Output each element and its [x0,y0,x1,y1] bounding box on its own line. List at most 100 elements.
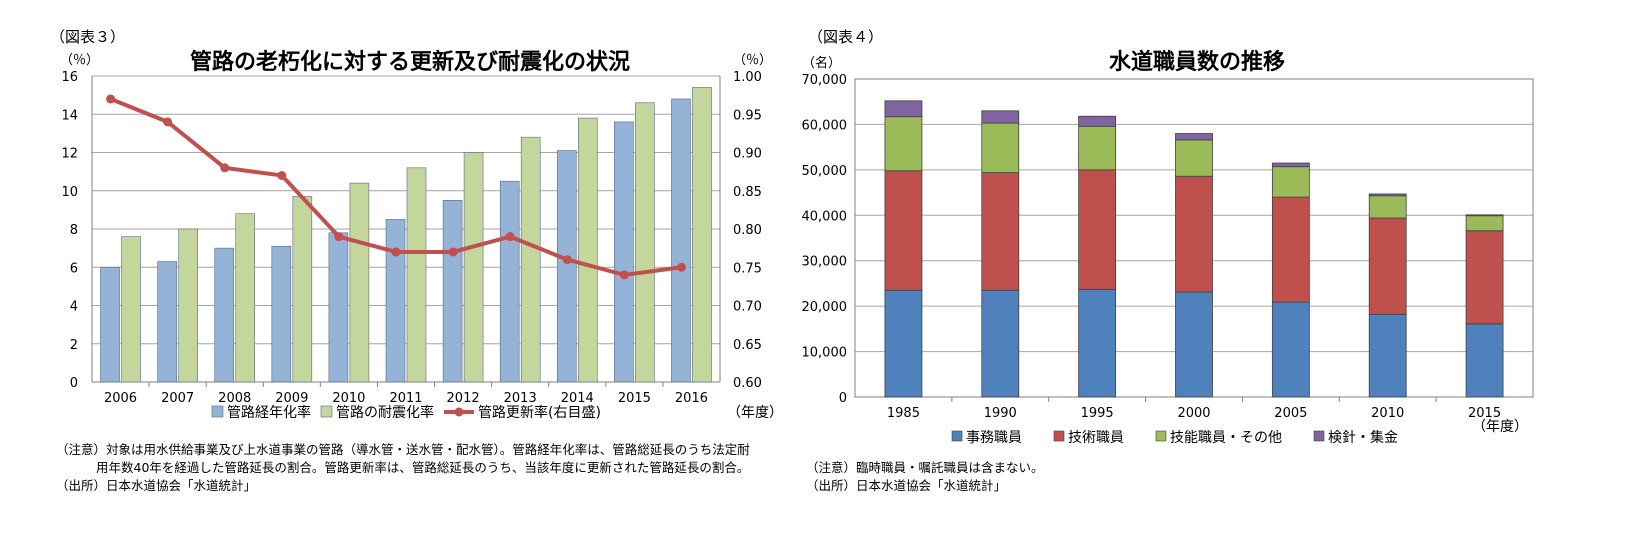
figure3-chart: 0 2 4 6 8 10 12 14 16 0.60 0.65 0.70 0.75 0.80 0.85 0.9… [60,53,783,421]
stacked-bar-segment [1368,313,1407,398]
stacked-bar-segment [1271,196,1310,303]
legend-swatch [1313,430,1325,442]
figure3-label: （図表３） [50,28,126,46]
bar-seismic-rate [635,102,655,383]
stacked-bar-segment [1078,115,1117,127]
line-point-renewal-rate [619,270,629,280]
bar-seismic-rate [406,167,427,383]
bar-aging-rate [556,150,577,383]
x-axis-tick-label: 2012 [447,391,480,406]
line-point-renewal-rate [106,94,116,104]
y-axis-tick-label: 10,000 [802,346,848,361]
y-axis-unit: （名） [802,55,841,71]
left-axis-tick-label: 12 [61,147,78,162]
legend-swatch [1155,430,1167,442]
figure4-label: （図表４） [808,28,884,46]
x-axis-tick-label: 2015 [618,391,651,406]
bar-aging-rate [157,261,177,383]
bar-aging-rate [614,121,634,383]
stacked-bar-segment [981,122,1020,173]
figure3-note-2: 用年数40年を経過した管路延長の割合。管路更新率は、管路総延長のうち、当該年度に… [96,460,750,475]
figure4-title: 水道職員数の推移 [1108,50,1285,75]
x-axis-tick-label: 1985 [887,406,920,421]
y-axis-tick-label: 40,000 [802,209,848,224]
figure4-source: （出所）日本水道協会「水道統計」 [806,478,1007,493]
figure4-note-1: （注意）臨時職員・嘱託職員は含まない。 [806,460,1044,475]
stacked-bar-segment [981,172,1020,291]
stacked-bar-segment [1175,291,1213,398]
stacked-bar-segment [1465,230,1504,325]
bar-aging-rate [499,180,520,383]
x-axis-tick-label: 2014 [561,391,594,406]
legend-swatch [320,405,333,418]
right-axis-tick-label: 0.80 [733,223,762,238]
legend-label: 事務職員 [966,430,1022,446]
stacked-bar-segment [1271,166,1310,198]
stacked-bar-segment [1175,175,1213,293]
stacked-bar-segment [1175,133,1213,141]
bar-aging-rate [328,232,349,383]
stacked-bar-segment [1271,301,1310,398]
y-axis-tick-label: 20,000 [802,300,848,315]
x-axis-tick-label: 2011 [389,391,422,406]
legend-swatch [1053,430,1065,442]
x-axis-tick-label: 2010 [332,391,365,406]
right-axis-tick-label: 0.85 [733,185,762,200]
y-axis-tick-label: 70,000 [802,73,848,88]
x-axis-unit: （年度） [727,405,783,421]
right-axis-tick-label: 0.60 [733,376,762,391]
legend-swatch [211,405,224,418]
legend-marker [454,407,464,417]
figure3-source: （出所）日本水道協会「水道統計」 [56,478,257,493]
stacked-bar-segment [884,289,923,398]
figure3-title: 管路の老朽化に対する更新及び耐震化の状況 [189,50,630,75]
legend-label: 管路の耐震化率 [336,404,434,421]
bar-seismic-rate [692,87,712,383]
left-axis-tick-label: 8 [70,223,78,238]
stacked-bar-segment [1368,193,1407,197]
y-axis-tick-label: 60,000 [802,118,848,133]
x-axis-tick-label: 2010 [1371,406,1404,421]
line-point-renewal-rate [505,232,515,242]
legend-label: 技能職員・その他 [1170,430,1282,446]
y-axis-tick-label: 50,000 [802,164,848,179]
figure3-panel: （図表３） 管路の老朽化に対する更新及び耐震化の状況 0 2 4 6 8 10 12 14 16… [0,0,812,552]
right-axis-tick-label: 1.00 [733,70,762,85]
right-axis-tick-label: 0.65 [733,338,762,353]
bar-aging-rate [100,266,120,383]
left-axis-tick-label: 0 [70,376,78,391]
bar-aging-rate [442,200,463,383]
bar-aging-rate [385,219,406,383]
left-axis-tick-label: 6 [70,261,78,276]
stacked-bar-segment [981,110,1020,124]
stacked-bar-segment [1465,215,1504,232]
stacked-bar-segment [884,170,923,291]
right-axis-tick-label: 0.90 [733,147,762,162]
x-axis-tick-label: 1995 [1081,406,1114,421]
figure4-panel: （図表４） 水道職員数の推移 0 10,000 20,000 30,000 40,000… [802,0,1626,552]
right-axis-unit: （％） [733,53,772,68]
bar-aging-rate [271,245,292,383]
left-axis-tick-label: 10 [61,185,78,200]
bar-seismic-rate [520,136,541,383]
line-point-renewal-rate [220,163,230,173]
line-point-renewal-rate [163,117,173,127]
y-axis-tick-label: 0 [839,391,847,406]
x-axis-tick-label: 2016 [675,391,708,406]
left-axis-tick-label: 4 [70,300,78,315]
right-axis-tick-label: 0.70 [733,300,762,315]
stacked-bar-segment [981,289,1020,398]
bar-seismic-rate [178,228,198,383]
line-point-renewal-rate [391,247,401,257]
line-point-renewal-rate [562,255,572,265]
legend-swatch [951,430,963,442]
stacked-bar-segment [884,116,923,172]
left-axis-unit: （％） [60,53,99,68]
bar-seismic-rate [235,213,256,383]
left-axis-tick-label: 14 [61,108,78,123]
bar-aging-rate [671,98,691,383]
stacked-bar-segment [1175,139,1213,177]
stacked-bar-segment [1078,169,1117,290]
x-axis-tick-label: 2005 [1274,406,1307,421]
stacked-bar-segment [884,100,923,118]
